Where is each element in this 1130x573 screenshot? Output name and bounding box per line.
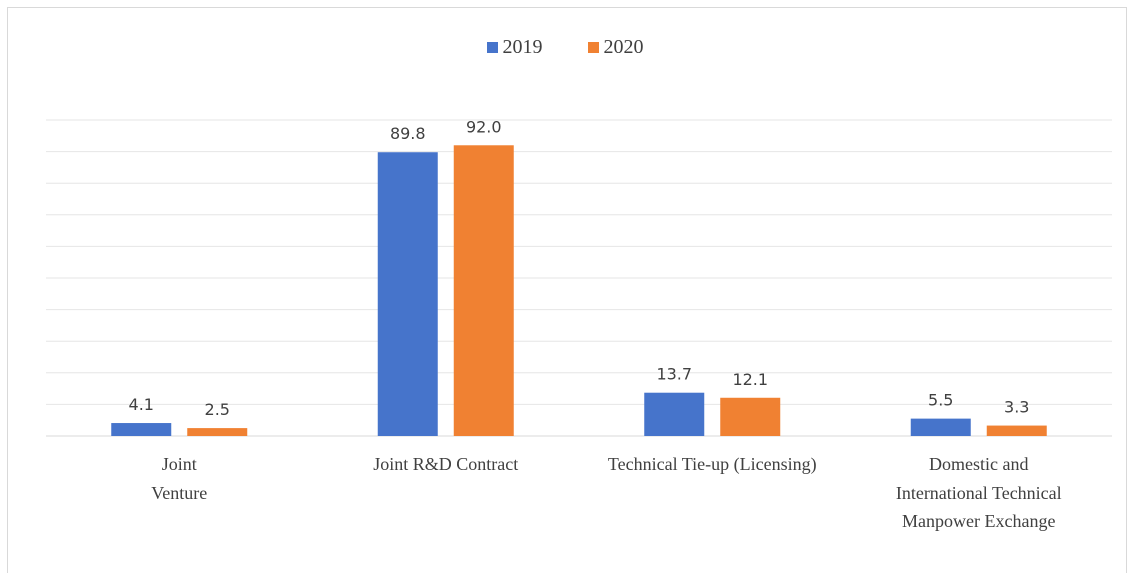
category-label-line: Venture <box>151 482 208 503</box>
data-label: 13.7 <box>656 365 692 384</box>
category-label: Joint Venture <box>64 450 294 507</box>
bar-2019 <box>377 152 438 436</box>
bar-2019 <box>910 418 971 436</box>
data-label: 4.1 <box>129 395 154 414</box>
legend-label-2020: 2020 <box>603 36 644 58</box>
category-label-line: Joint <box>161 454 197 474</box>
bar-2019 <box>644 392 705 436</box>
data-label: 12.1 <box>732 370 768 389</box>
legend-item-2020: 2020 <box>587 36 644 59</box>
category-label-line: Manpower Exchange <box>902 511 1056 531</box>
legend-swatch-2020 <box>587 42 599 53</box>
legend-item-2019: 2019 <box>486 36 543 59</box>
data-label: 89.8 <box>390 124 426 143</box>
data-label: 5.5 <box>928 391 953 410</box>
data-label: 2.5 <box>205 400 230 419</box>
category-label-line: Technical Tie-up (Licensing) <box>607 454 817 474</box>
bar-2020 <box>187 428 248 436</box>
category-label-line: Domestic and <box>929 454 1029 474</box>
chart-frame <box>7 7 1127 573</box>
bar-2020 <box>453 145 514 436</box>
bar-2019 <box>111 423 172 436</box>
legend-swatch-2019 <box>486 42 498 53</box>
category-label: Technical Tie-up (Licensing) <box>597 450 827 479</box>
data-label: 92.0 <box>466 117 502 136</box>
bar-2020 <box>986 425 1047 436</box>
category-label: Domestic and International Technical Manpo… <box>864 450 1094 536</box>
legend-label-2019: 2019 <box>502 36 543 58</box>
category-label: Joint R&D Contract <box>331 450 561 479</box>
bar-2020 <box>720 397 781 436</box>
data-label: 3.3 <box>1004 398 1029 417</box>
category-label-line: International Technical <box>895 482 1062 503</box>
legend: 2019 2020 <box>0 36 1130 59</box>
category-label-line: Joint R&D Contract <box>373 454 519 474</box>
